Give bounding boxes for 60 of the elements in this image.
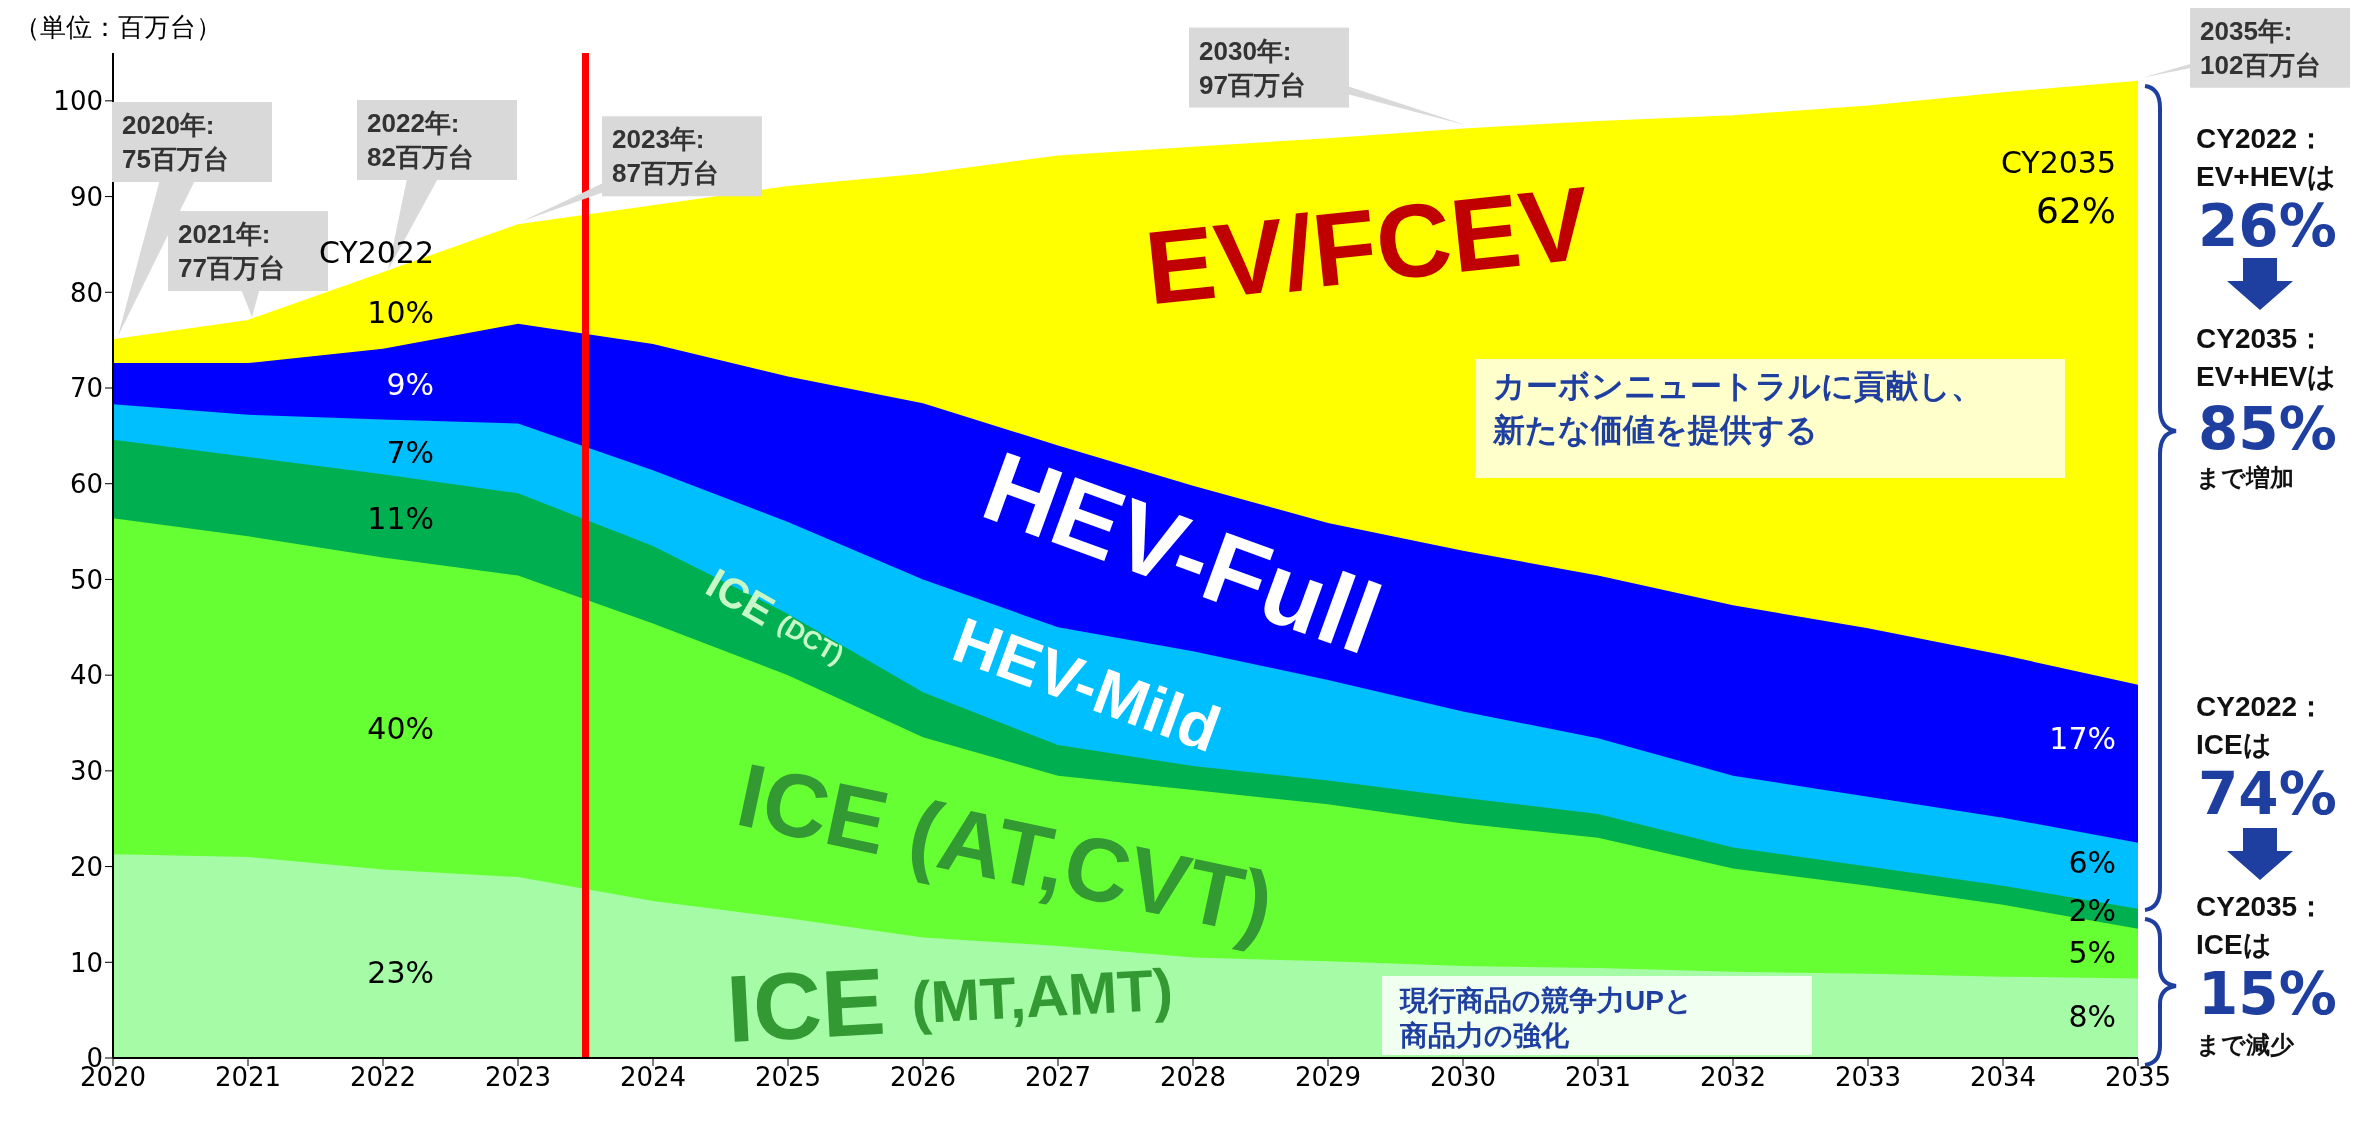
x-tick-label: 2026 bbox=[889, 1062, 957, 1093]
annotation: 7% bbox=[386, 434, 434, 470]
annotation: 10% bbox=[367, 294, 434, 330]
y-tick-label: 50 bbox=[69, 564, 103, 595]
series-label: EV/FCEV bbox=[1140, 164, 1595, 327]
annotation: 23% bbox=[367, 954, 434, 990]
x-tick-label: 2022 bbox=[349, 1062, 417, 1093]
annotation: 2023年: 87百万台 bbox=[612, 124, 719, 189]
x-tick-label: 2034 bbox=[1969, 1062, 2037, 1093]
y-tick-label: 10 bbox=[69, 947, 103, 978]
x-tick-label: 2024 bbox=[619, 1062, 687, 1093]
y-tick-label: 80 bbox=[69, 277, 103, 308]
x-tick-label: 2031 bbox=[1564, 1062, 1632, 1093]
annotation: 現行商品の競争力UPと商品力の強化 bbox=[1399, 985, 1693, 1051]
text: 15% bbox=[2198, 960, 2337, 1028]
y-tick-label: 30 bbox=[69, 756, 103, 787]
text: 74% bbox=[2198, 760, 2337, 828]
y-tick-label: 40 bbox=[69, 660, 103, 691]
annotation: 9% bbox=[386, 366, 434, 402]
annotation: 11% bbox=[367, 500, 434, 536]
y-tick-label: 20 bbox=[69, 851, 103, 882]
y-tick-label: 100 bbox=[53, 86, 103, 117]
annotation: 40% bbox=[367, 710, 434, 746]
annotation: カーボンニュートラルに貢献し、新たな価値を提供する bbox=[1492, 368, 1983, 448]
x-tick-label: 2025 bbox=[754, 1062, 822, 1093]
annotation: 2021年: 77百万台 bbox=[178, 219, 285, 283]
annotation: 62% bbox=[2035, 189, 2116, 231]
x-tick-label: 2023 bbox=[484, 1062, 552, 1093]
text: 85% bbox=[2198, 395, 2337, 463]
annotation: CY2022 bbox=[318, 234, 434, 270]
text: CY2035： EV+HEVは bbox=[2196, 323, 2337, 392]
y-tick-label: 60 bbox=[69, 468, 103, 499]
annotation: 8% bbox=[2068, 999, 2116, 1035]
annotation: 2020年: 75百万台 bbox=[122, 110, 229, 174]
x-tick-label: 2035 bbox=[2104, 1062, 2172, 1093]
x-tick-label: 2028 bbox=[1159, 1062, 1227, 1093]
annotation: 5% bbox=[2068, 935, 2116, 971]
annotation: CY2035 bbox=[2000, 144, 2116, 180]
y-axis-title: （単位：百万台） bbox=[14, 12, 222, 42]
x-tick-label: 2033 bbox=[1834, 1062, 1902, 1093]
annotation: 2030年: 97百万台 bbox=[1199, 35, 1306, 100]
series-label: ICE (MT,AMT) bbox=[723, 947, 1175, 1063]
text: CY2022： ICEは bbox=[2196, 691, 2326, 760]
annotation: 6% bbox=[2068, 845, 2116, 881]
y-tick-label: 90 bbox=[69, 181, 103, 212]
x-tick-label: 2030 bbox=[1429, 1062, 1497, 1093]
x-tick-label: 2021 bbox=[214, 1062, 282, 1093]
annotation: 2035年: 102百万台 bbox=[2200, 15, 2322, 80]
text: 26% bbox=[2198, 192, 2337, 260]
x-tick-label: 2032 bbox=[1699, 1062, 1767, 1093]
y-tick-label: 70 bbox=[69, 373, 103, 404]
annotation: 2022年: 82百万台 bbox=[367, 108, 474, 172]
text: まで減少 bbox=[2196, 1031, 2295, 1058]
x-tick-label: 2029 bbox=[1294, 1062, 1362, 1093]
text: CY2022： EV+HEVは bbox=[2196, 123, 2337, 192]
text: CY2035： ICEは bbox=[2196, 891, 2326, 960]
annotation: 17% bbox=[2049, 720, 2116, 756]
text: まで増加 bbox=[2196, 464, 2294, 491]
x-tick-label: 2027 bbox=[1024, 1062, 1092, 1093]
annotation: 2% bbox=[2068, 893, 2116, 929]
